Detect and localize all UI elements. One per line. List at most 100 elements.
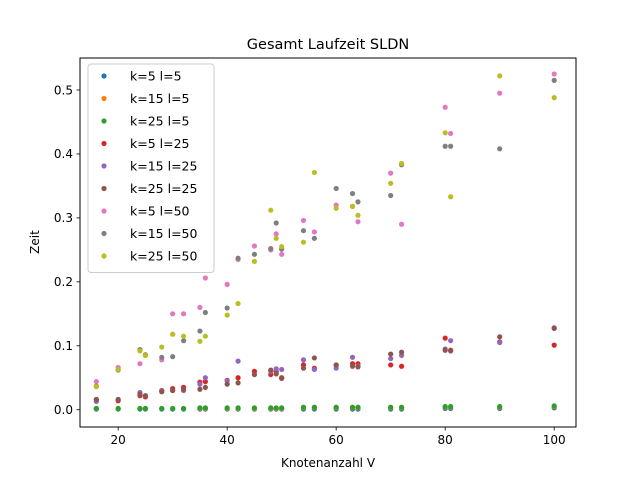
data-point	[311, 366, 317, 373]
data-point	[300, 365, 307, 371]
data-point	[398, 160, 405, 167]
data-point	[355, 199, 361, 205]
data-point	[202, 333, 208, 339]
data-point	[273, 220, 279, 226]
data-point	[170, 405, 176, 412]
legend-marker	[101, 73, 107, 79]
data-point	[311, 235, 317, 241]
data-point	[93, 396, 99, 403]
data-point	[398, 221, 405, 227]
data-point	[333, 205, 339, 211]
data-point	[442, 130, 448, 136]
data-point	[311, 355, 317, 361]
data-point	[398, 404, 405, 410]
data-point	[235, 300, 241, 307]
data-point	[388, 170, 394, 176]
data-point	[137, 405, 143, 412]
data-point	[311, 169, 317, 176]
data-point	[349, 203, 356, 209]
data-point	[311, 404, 317, 410]
data-point	[442, 104, 448, 110]
data-point	[251, 251, 258, 257]
data-point	[180, 338, 187, 344]
data-point	[159, 354, 165, 360]
legend-label: k=5 l=25	[130, 136, 190, 151]
x-axis-label: Knotenanzahl V	[281, 456, 376, 470]
legend-label: k=15 l=5	[130, 91, 190, 106]
y-axis-label: Zeit	[28, 230, 42, 254]
data-point	[224, 405, 230, 411]
data-point	[388, 355, 394, 362]
data-point	[442, 347, 448, 353]
data-point	[202, 375, 208, 381]
data-point	[349, 404, 356, 410]
legend-marker	[101, 185, 107, 192]
data-point	[279, 244, 285, 250]
data-point	[251, 371, 258, 378]
y-tick-label: 0.1	[54, 339, 73, 353]
y-tick-label: 0.0	[54, 403, 73, 417]
data-point	[300, 239, 307, 245]
data-point	[300, 357, 307, 363]
data-point	[142, 393, 149, 399]
data-point	[197, 405, 203, 411]
data-point	[279, 251, 285, 257]
data-point	[180, 333, 187, 339]
data-point	[333, 185, 339, 192]
data-point	[202, 309, 208, 316]
data-point	[202, 378, 208, 385]
data-point	[388, 180, 394, 186]
data-point	[197, 304, 203, 311]
data-point	[142, 405, 149, 412]
plot-frame	[79, 57, 577, 428]
data-point	[355, 364, 361, 370]
data-point	[137, 361, 143, 367]
x-axis: 20 40 60 80 100	[111, 427, 566, 447]
legend: k=5 l=5 k=15 l=5 k=25 l=5 k=5 l=25 k=15 l=25…	[87, 63, 215, 273]
legend-marker	[101, 140, 107, 147]
data-point	[497, 334, 503, 340]
data-point	[180, 386, 187, 392]
data-point	[300, 217, 307, 224]
data-point	[448, 338, 454, 344]
data-point	[497, 73, 503, 79]
data-point	[251, 243, 258, 249]
data-point	[388, 192, 394, 199]
x-tick-label: 60	[329, 433, 344, 447]
data-point	[115, 396, 121, 403]
data-point	[448, 403, 454, 410]
data-point	[268, 367, 274, 373]
data-point	[300, 404, 307, 410]
data-point	[224, 381, 230, 387]
data-point	[224, 281, 230, 287]
legend-label: k=25 l=25	[130, 181, 197, 196]
data-point	[93, 405, 99, 412]
data-point	[273, 405, 279, 411]
data-point	[93, 378, 99, 385]
data-point	[388, 404, 394, 410]
data-point	[180, 311, 187, 317]
data-point	[202, 405, 208, 411]
data-point	[333, 404, 339, 410]
x-tick-label: 40	[220, 433, 235, 447]
data-point	[551, 71, 557, 77]
data-point	[170, 354, 176, 360]
legend-marker	[101, 208, 107, 214]
legend-label: k=15 l=50	[130, 226, 197, 241]
legend-label: k=5 l=5	[130, 69, 182, 84]
data-point	[442, 403, 448, 410]
data-point	[551, 325, 557, 331]
data-point	[388, 362, 394, 368]
data-point	[268, 405, 274, 411]
x-tick-label: 20	[111, 433, 126, 447]
data-point	[551, 342, 557, 348]
data-point	[197, 381, 203, 387]
data-point	[197, 386, 203, 392]
data-point	[448, 143, 454, 149]
data-point	[551, 95, 557, 101]
data-point	[551, 77, 557, 83]
data-point	[137, 348, 143, 354]
legend-box	[87, 63, 215, 273]
legend-marker	[101, 95, 107, 102]
data-point	[115, 405, 121, 412]
